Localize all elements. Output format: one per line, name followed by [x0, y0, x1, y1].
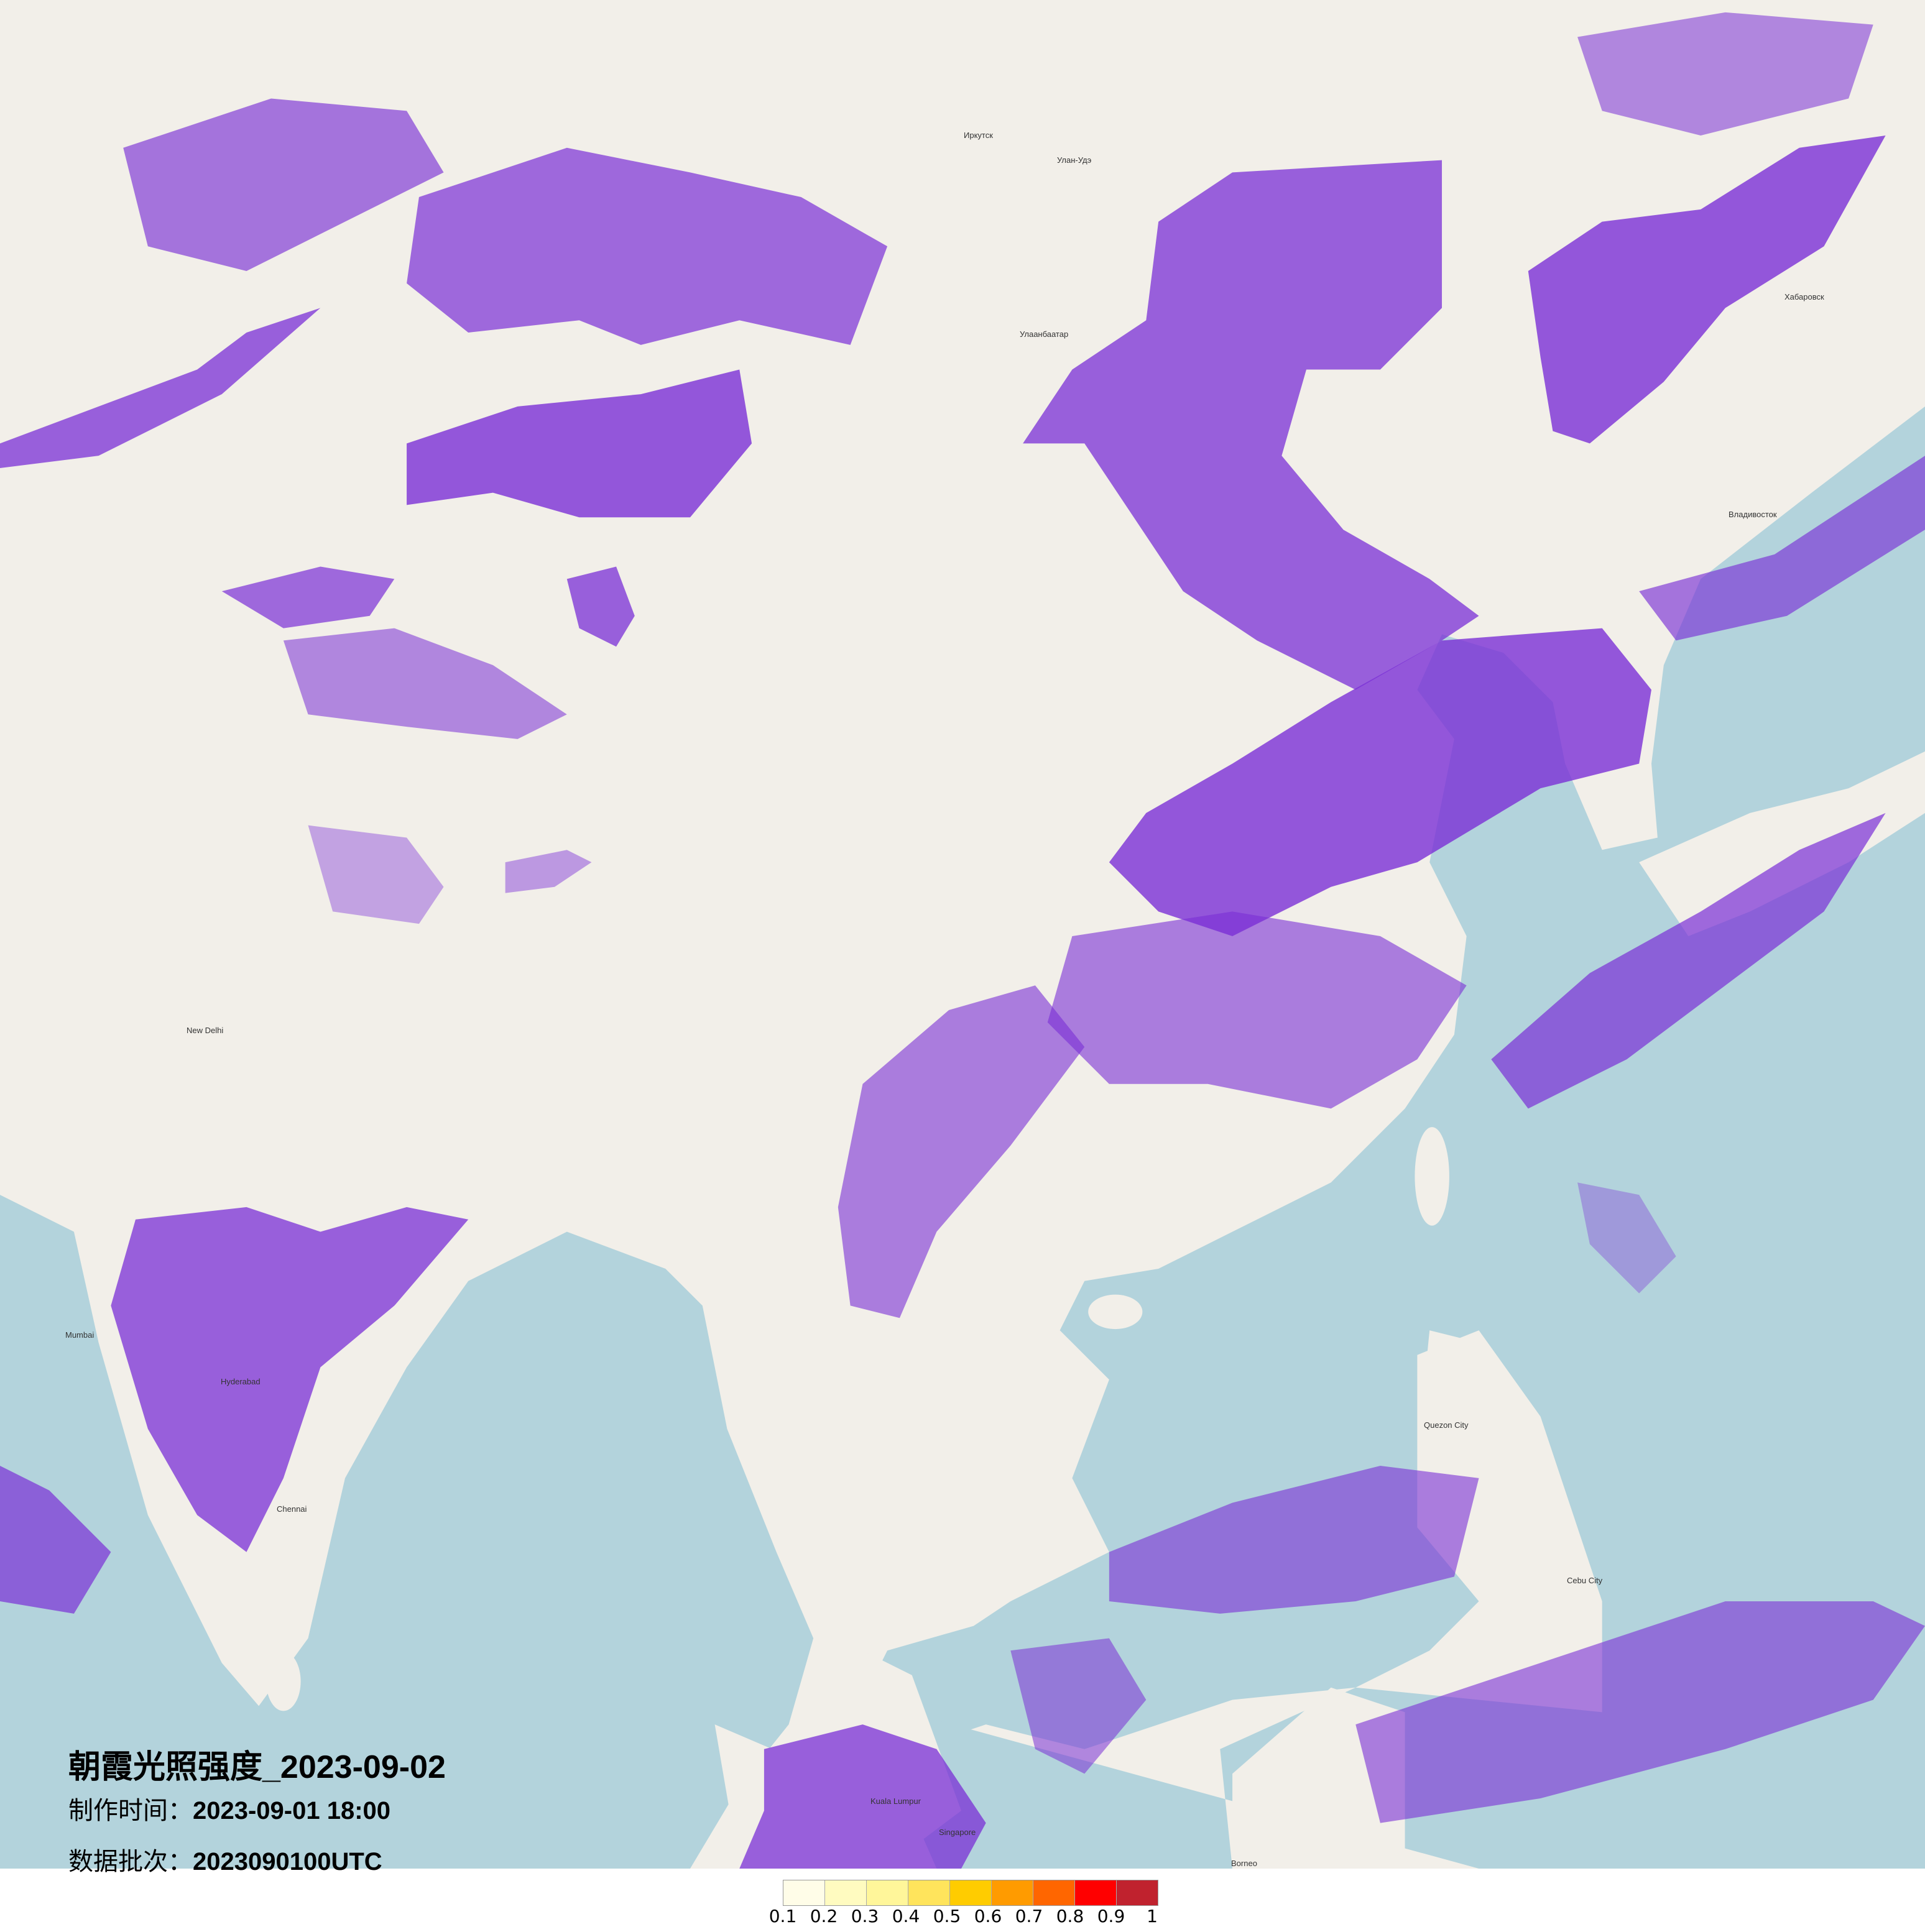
sea-indian-ocean	[0, 1195, 814, 1869]
legend-tick-label: 0.9	[1097, 1906, 1125, 1926]
sea-east	[862, 406, 1925, 1749]
legend-tick-label: 0.1	[769, 1906, 797, 1926]
data-batch-value: 2023090100UTC	[193, 1848, 382, 1875]
city-label: Borneo	[1231, 1859, 1257, 1868]
sunrise-glow-overlay	[0, 12, 1925, 1869]
data-batch-label: 数据批次：	[68, 1848, 193, 1875]
legend-tick-label: 0.7	[1015, 1906, 1043, 1926]
legend-swatch	[992, 1880, 1033, 1905]
legend-tick-label: 0.3	[851, 1906, 879, 1926]
legend-tick-label: 1	[1147, 1906, 1158, 1926]
city-label: Singapore	[939, 1828, 976, 1837]
legend-tick-label: 0.4	[892, 1906, 920, 1926]
legend-swatch	[1117, 1880, 1158, 1905]
color-legend	[783, 1880, 1158, 1906]
legend-tick-label: 0.6	[974, 1906, 1002, 1926]
legend-swatch	[867, 1880, 908, 1905]
city-label: Chennai	[277, 1504, 307, 1514]
city-label: Иркутск	[964, 131, 993, 140]
city-label: Mumbai	[65, 1330, 95, 1340]
legend-swatch	[825, 1880, 867, 1905]
city-label: Улан-Удэ	[1057, 155, 1092, 165]
legend-swatch	[1075, 1880, 1117, 1905]
city-label: Hyderabad	[221, 1377, 261, 1386]
production-time-value: 2023-09-01 18:00	[193, 1797, 391, 1824]
production-time-label: 制作时间：	[68, 1797, 193, 1824]
data-batch: 数据批次：2023090100UTC	[68, 1841, 382, 1877]
city-label: Улаанбаатар	[1020, 329, 1069, 339]
production-time: 制作时间：2023-09-01 18:00	[68, 1790, 390, 1826]
city-label: Хабаровск	[1784, 292, 1824, 301]
legend-tick-label: 0.2	[810, 1906, 838, 1926]
city-label: Владивосток	[1729, 510, 1777, 519]
city-label: New Delhi	[187, 1026, 224, 1035]
legend-swatch	[1033, 1880, 1075, 1905]
city-label: Quezon City	[1424, 1420, 1469, 1430]
legend-swatch	[783, 1880, 825, 1905]
city-label: Kuala Lumpur	[870, 1796, 921, 1806]
legend-swatch	[950, 1880, 992, 1905]
legend-tick-label: 0.5	[933, 1906, 961, 1926]
map-title: 朝霞光照强度_2023-09-02	[68, 1749, 446, 1785]
map[interactable]	[0, 0, 1925, 1869]
legend-swatch	[908, 1880, 950, 1905]
legend-tick-label: 0.8	[1056, 1906, 1084, 1926]
city-label: Cebu City	[1567, 1576, 1603, 1585]
